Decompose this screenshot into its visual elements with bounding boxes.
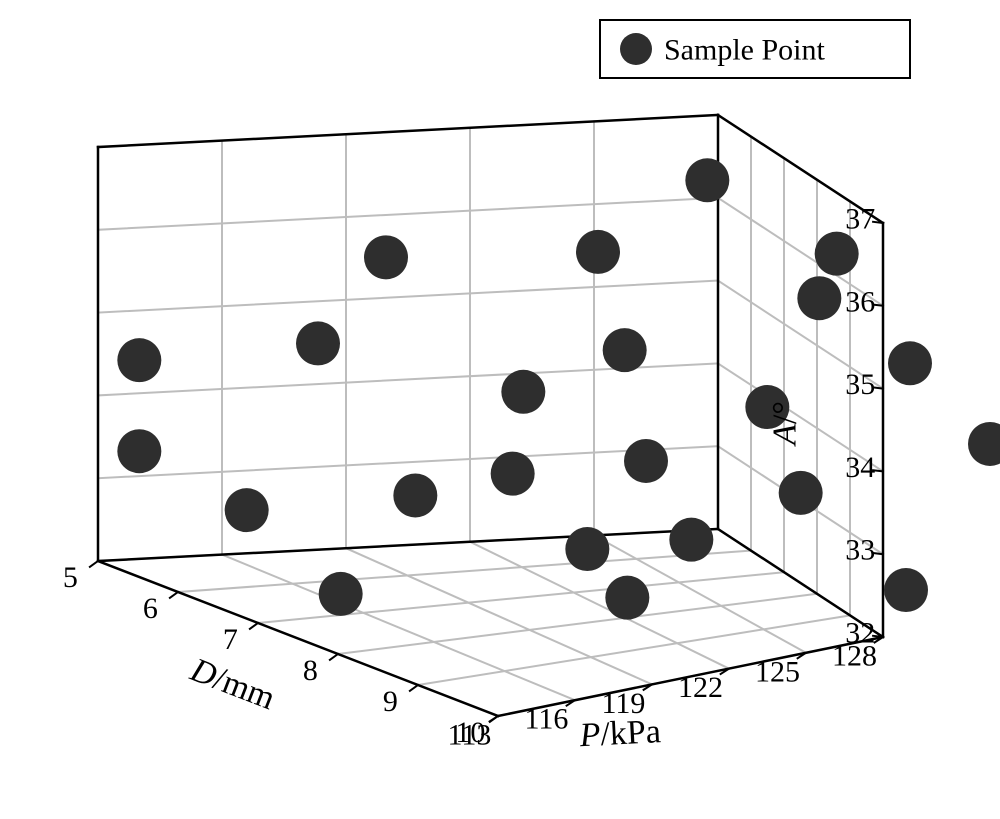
- sample-point: [225, 488, 269, 532]
- x-tick-label: 5: [63, 561, 78, 594]
- y-axis-label: P/kPa: [578, 713, 662, 754]
- x-tick-label: 6: [143, 592, 158, 625]
- scatter3d-chart: 5678910113116119122125128323334353637D/m…: [0, 0, 1000, 819]
- y-tick-label: 122: [678, 671, 723, 704]
- z-tick-label: 37: [845, 202, 875, 235]
- z-axis-label: A/°: [767, 401, 804, 447]
- y-tick-label: 125: [755, 655, 800, 688]
- sample-point: [501, 370, 545, 414]
- sample-point: [968, 422, 1000, 466]
- sample-point: [797, 276, 841, 320]
- legend-marker: [620, 33, 652, 65]
- sample-point: [319, 572, 363, 616]
- z-tick-label: 33: [845, 534, 875, 567]
- sample-point: [576, 230, 620, 274]
- z-tick-label: 32: [845, 616, 875, 649]
- sample-point: [364, 235, 408, 279]
- x-axis-label: D/mm: [185, 651, 280, 717]
- sample-point: [117, 338, 161, 382]
- sample-point: [888, 341, 932, 385]
- sample-point: [685, 158, 729, 202]
- sample-point: [669, 518, 713, 562]
- sample-point: [565, 527, 609, 571]
- legend: Sample Point: [600, 20, 910, 78]
- sample-point: [393, 473, 437, 517]
- sample-point: [624, 439, 668, 483]
- sample-point: [296, 321, 340, 365]
- y-tick-label: 116: [525, 703, 569, 736]
- x-tick-label: 9: [383, 685, 398, 718]
- z-tick-label: 35: [845, 368, 875, 401]
- x-tick-label: 8: [303, 654, 318, 687]
- sample-point: [491, 452, 535, 496]
- sample-point: [605, 576, 649, 620]
- z-tick-label: 36: [845, 285, 875, 318]
- sample-point: [884, 568, 928, 612]
- y-tick-label: 113: [448, 718, 492, 751]
- sample-point: [603, 328, 647, 372]
- sample-point: [815, 232, 859, 276]
- sample-point: [779, 471, 823, 515]
- x-tick-label: 7: [223, 623, 238, 656]
- sample-point: [117, 429, 161, 473]
- z-tick-label: 34: [845, 451, 875, 484]
- legend-label: Sample Point: [664, 34, 826, 67]
